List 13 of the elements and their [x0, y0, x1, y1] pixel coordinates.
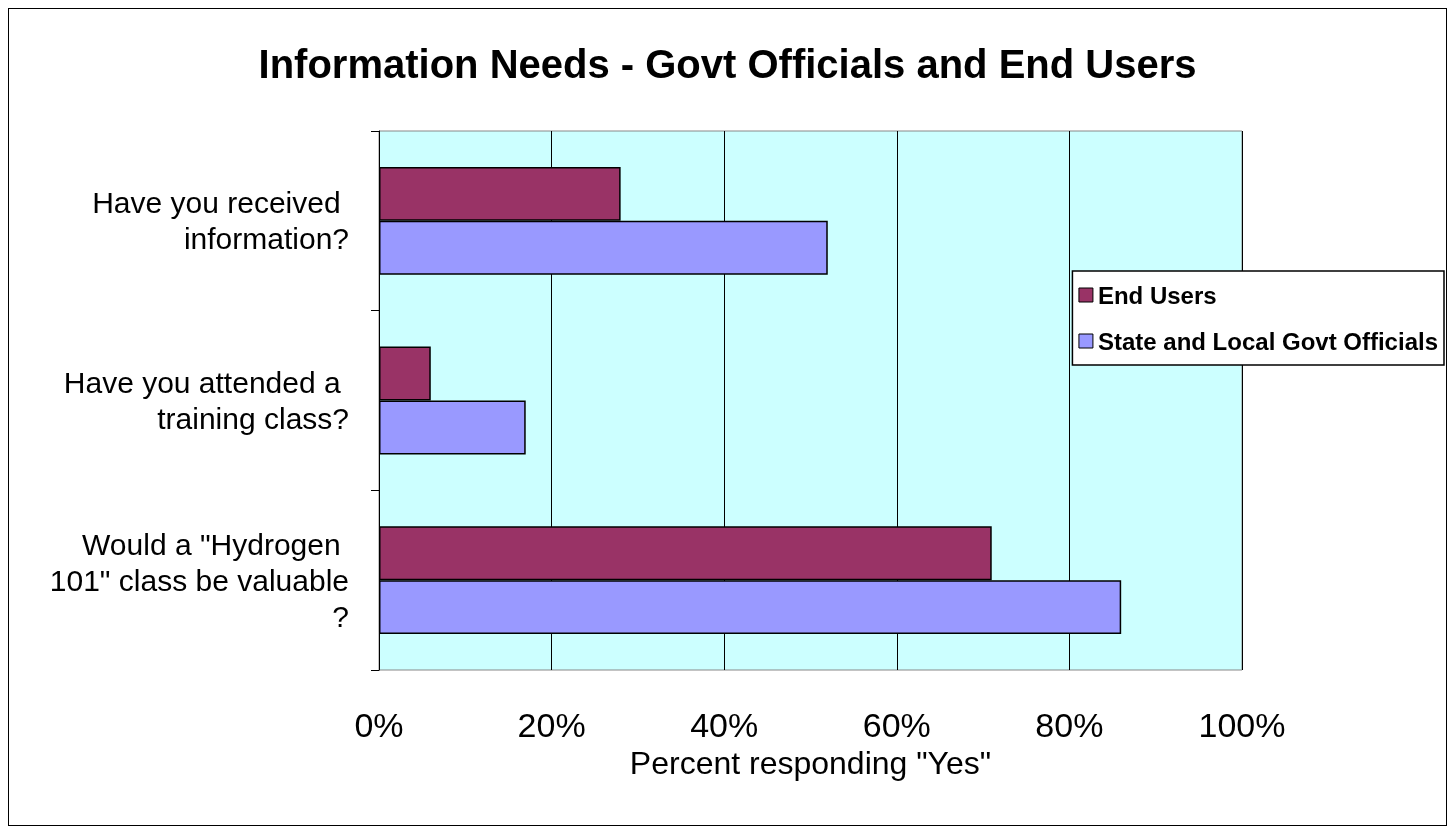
y-tick-label: Have you received information? — [92, 186, 349, 256]
x-tick-label: 40% — [690, 706, 759, 744]
x-tick-label: 0% — [354, 706, 404, 744]
x-tick-label: 80% — [1035, 706, 1104, 744]
y-tick-label: Would a "Hydrogen 101" class be valuable? — [49, 527, 349, 633]
y-tick-label: Have you attended a training class? — [63, 366, 349, 435]
x-axis-title: Percent responding "Yes" — [629, 744, 992, 781]
chart-title: Information Needs - Govt Officials and End Users — [258, 42, 1197, 86]
x-tick-label: 60% — [862, 706, 931, 744]
x-tick-label: 20% — [517, 706, 586, 744]
legend-label: End Users — [1097, 281, 1217, 309]
legend-label: State and Local Govt Officials — [1097, 327, 1438, 355]
x-tick-label: 100% — [1198, 706, 1286, 744]
